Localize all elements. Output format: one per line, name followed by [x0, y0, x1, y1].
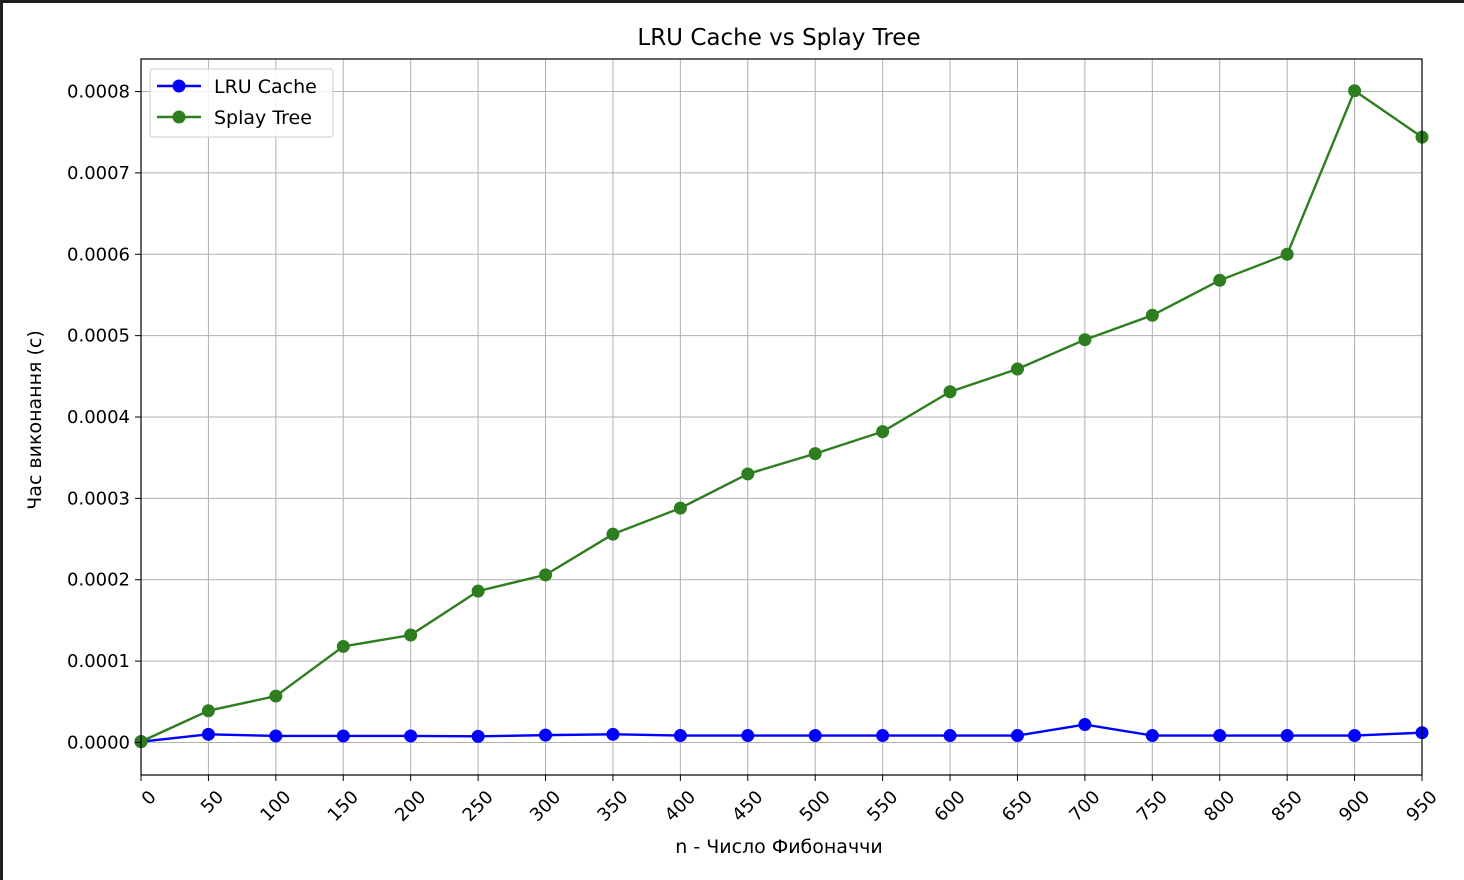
data-point [201, 727, 215, 741]
data-point [539, 728, 553, 742]
data-point [606, 727, 620, 741]
x-tick-label: 250 [459, 787, 498, 826]
x-tick-label: 150 [324, 787, 363, 826]
data-point [336, 729, 350, 743]
data-point [1078, 718, 1092, 732]
x-tick-label: 50 [197, 787, 228, 818]
data-point [404, 628, 418, 642]
x-tick-label: 450 [728, 787, 767, 826]
data-point [876, 729, 890, 743]
data-point [876, 425, 890, 439]
data-point [1348, 729, 1362, 743]
data-point [1213, 729, 1227, 743]
figure-canvas: LRU Cache vs Splay Tree 0 50 100 150 200 250 3… [3, 3, 1464, 880]
data-point [673, 729, 687, 743]
data-point [539, 568, 553, 582]
legend-item: LRU Cache [157, 76, 317, 98]
data-point [1078, 333, 1092, 347]
legend-label: LRU Cache [214, 76, 317, 98]
data-point [1213, 273, 1227, 287]
y-axis-label: Час виконання (с) [24, 330, 46, 509]
y-tick-label: 0.0005 [67, 326, 130, 347]
data-point [1348, 84, 1362, 98]
data-point [1010, 729, 1024, 743]
x-tick-label: 850 [1268, 787, 1307, 826]
legend-marker [172, 110, 186, 124]
data-point [741, 467, 755, 481]
x-tick-label: 750 [1133, 787, 1172, 826]
x-tick-label: 650 [998, 787, 1037, 826]
data-point [201, 704, 215, 718]
x-tick-label: 300 [526, 787, 565, 826]
y-tick-label: 0.0004 [67, 407, 130, 428]
data-point [471, 729, 485, 743]
x-tick-label: 100 [256, 787, 295, 826]
chart-title: LRU Cache vs Splay Tree [637, 25, 920, 51]
x-tick-label: 800 [1200, 787, 1239, 826]
x-tick-label: 200 [391, 787, 430, 826]
series-0 [134, 718, 1429, 749]
x-tick-label: 900 [1335, 787, 1374, 826]
x-axis-label: n - Число Фибоначчи [675, 836, 883, 858]
x-tick-label: 550 [863, 787, 902, 826]
legend-item: Splay Tree [157, 107, 312, 129]
y-tick-label: 0.0001 [67, 651, 130, 672]
data-point [943, 729, 957, 743]
x-tick-label: 600 [930, 787, 969, 826]
series-layer [134, 84, 1429, 749]
data-point [741, 729, 755, 743]
data-point [1010, 362, 1024, 376]
x-tick-label: 950 [1402, 787, 1441, 826]
data-point [269, 729, 283, 743]
x-tick-label: 0 [138, 787, 161, 810]
data-point [1280, 247, 1294, 261]
x-tick-label: 350 [593, 787, 632, 826]
data-point [471, 584, 485, 598]
x-axis: 0 50 100 150 200 250 300 350 400 450 500 550 600 650 7… [138, 775, 1442, 826]
y-tick-label: 0.0002 [67, 570, 130, 591]
series-line [140, 723, 1423, 743]
series-1 [134, 84, 1429, 749]
grid-lines [140, 59, 1423, 775]
data-point [1145, 308, 1159, 322]
y-tick-label: 0.0008 [67, 82, 130, 103]
data-point [808, 729, 822, 743]
x-tick-label: 700 [1065, 787, 1104, 826]
y-tick-label: 0.0007 [67, 163, 130, 184]
data-point [673, 501, 687, 515]
data-point [606, 527, 620, 541]
data-point [269, 689, 283, 703]
data-point [943, 385, 957, 399]
data-point [1145, 729, 1159, 743]
data-point [336, 639, 350, 653]
data-point [808, 447, 822, 461]
y-tick-label: 0.0000 [67, 732, 130, 753]
series-line [140, 89, 1423, 743]
data-point [404, 729, 418, 743]
y-axis: 0.0000 0.0001 0.0002 0.0003 0.0004 0.0005 0.00… [67, 82, 141, 753]
y-tick-label: 0.0006 [67, 244, 130, 265]
line-chart: LRU Cache vs Splay Tree 0 50 100 150 200 250 3… [24, 25, 1442, 858]
y-tick-label: 0.0003 [67, 488, 130, 509]
data-point [1280, 729, 1294, 743]
legend-label: Splay Tree [214, 107, 312, 129]
legend: LRU Cache Splay Tree [149, 68, 334, 138]
legend-marker [172, 79, 186, 93]
x-tick-label: 500 [796, 787, 835, 826]
x-tick-label: 400 [661, 787, 700, 826]
